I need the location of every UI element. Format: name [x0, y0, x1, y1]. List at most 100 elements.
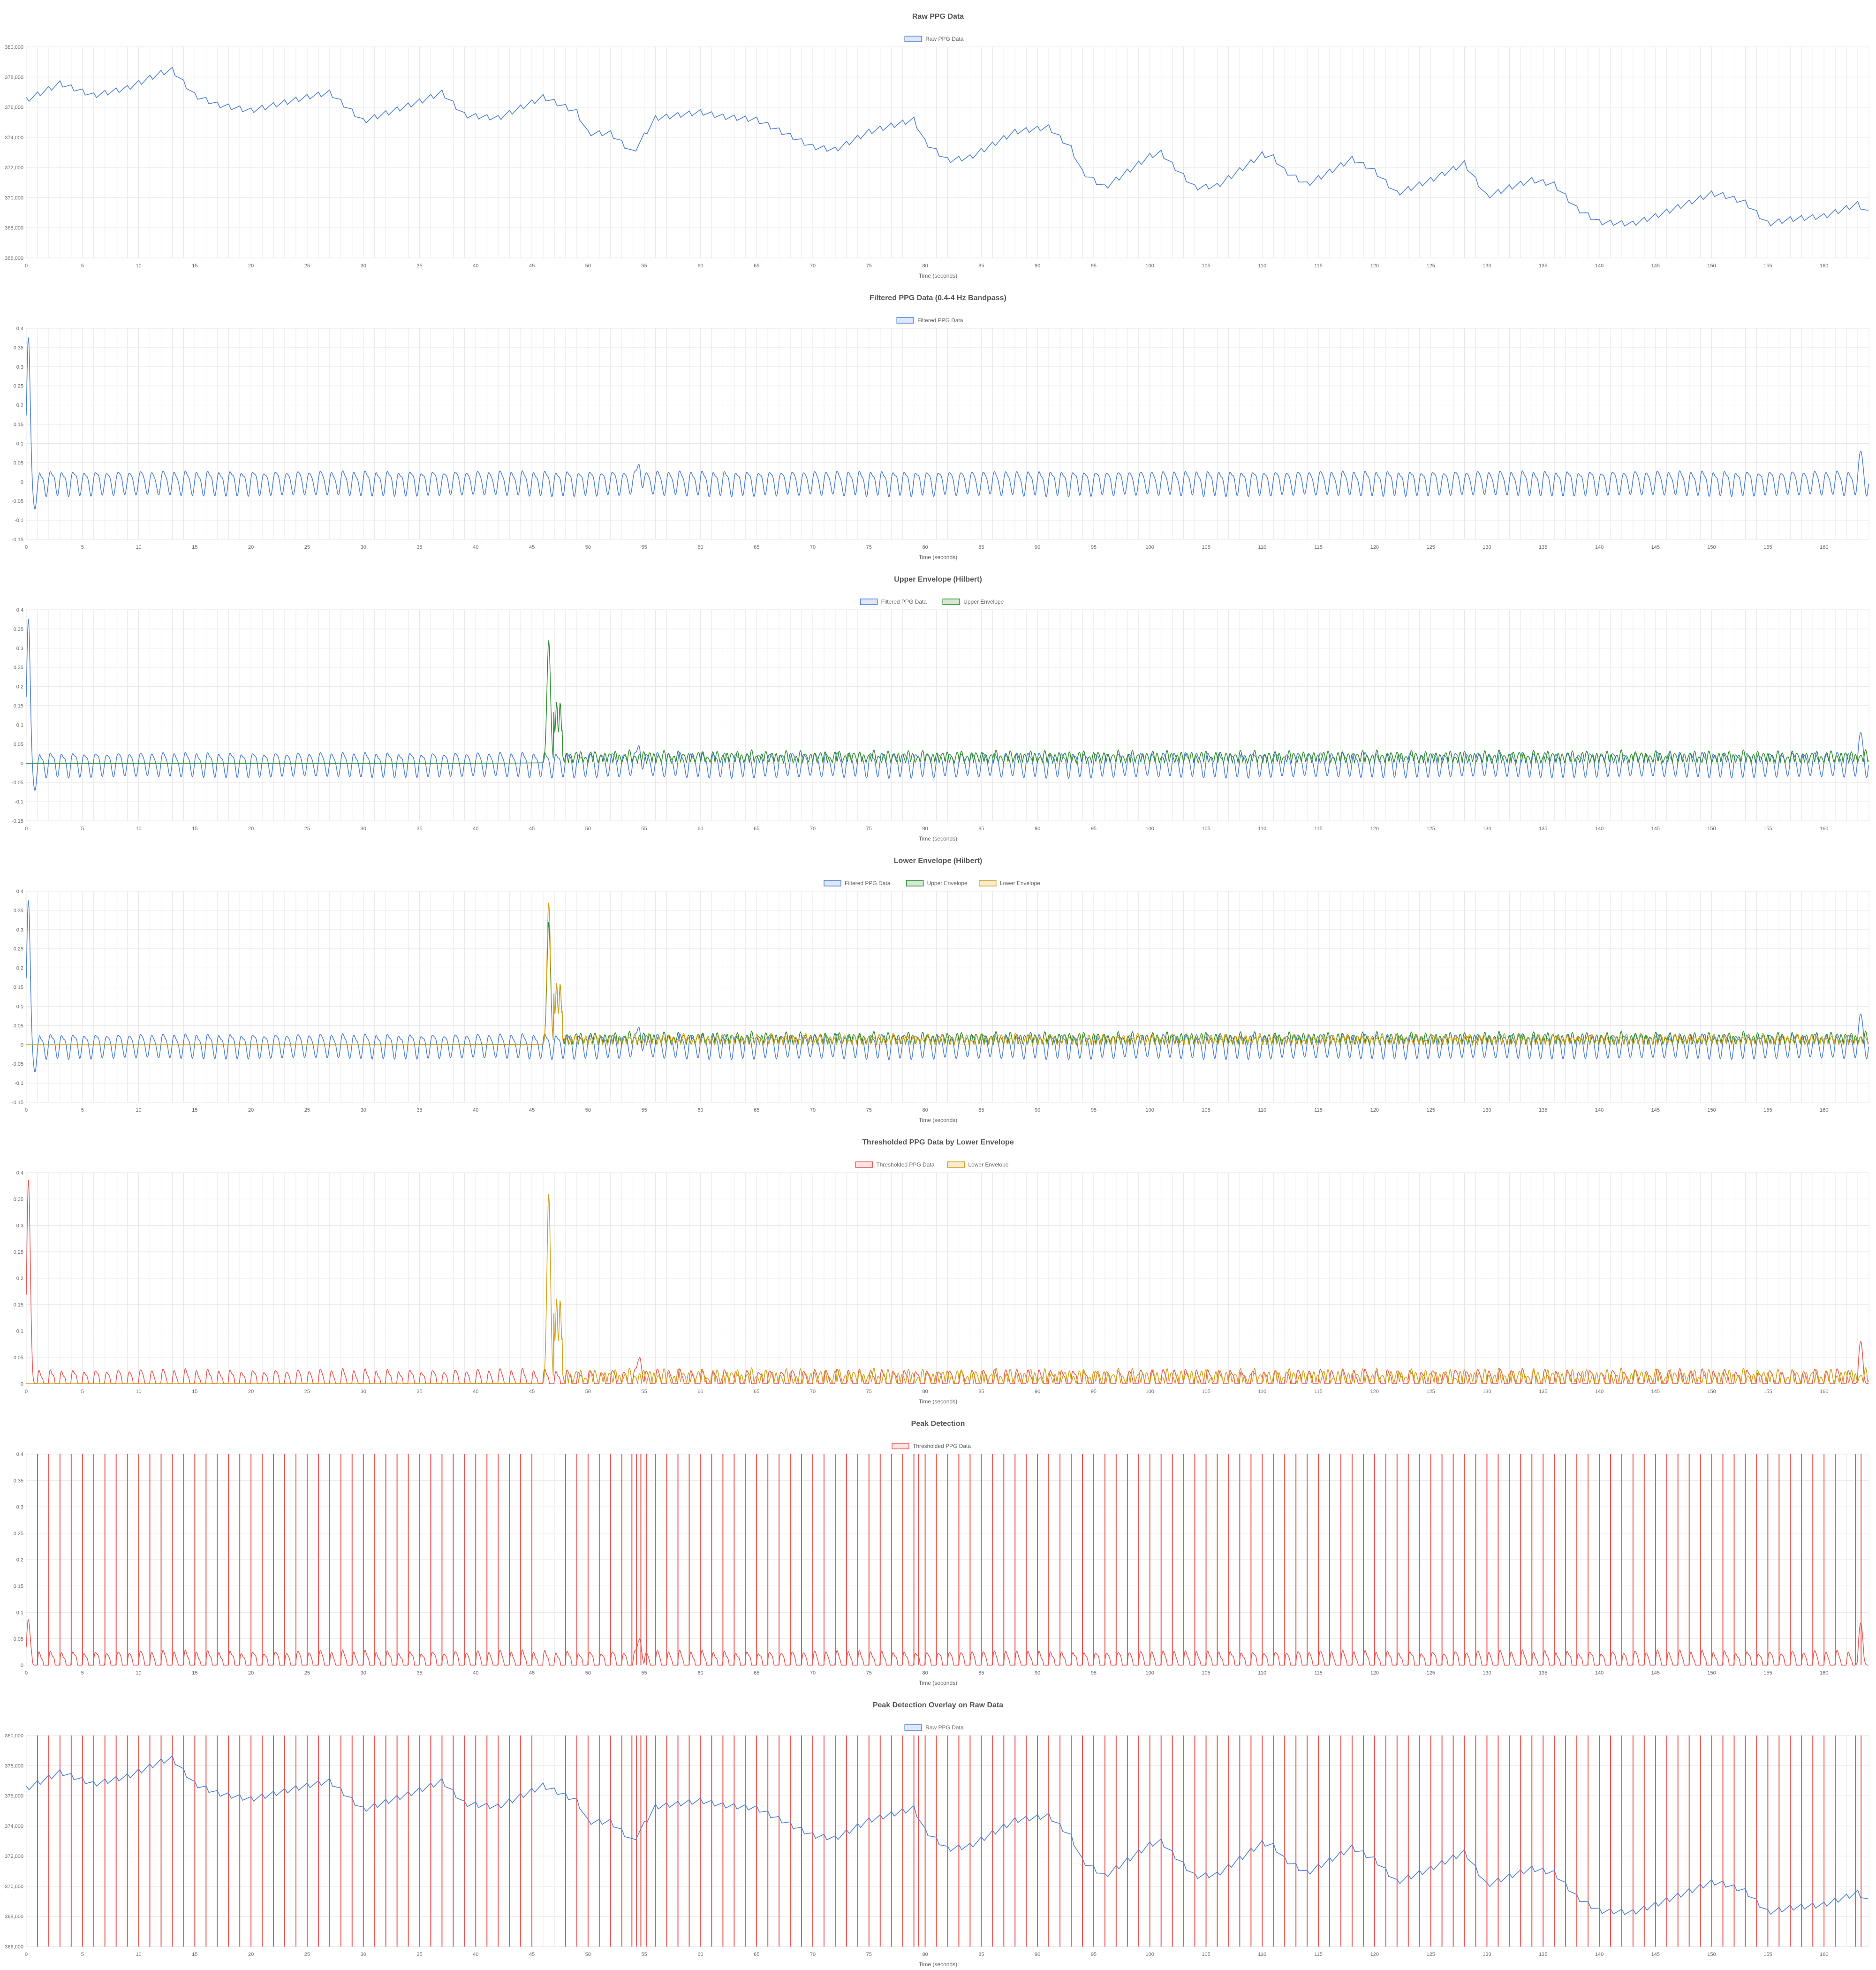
x-axis-label: Time (seconds): [919, 835, 957, 842]
x-tick-label: 110: [1258, 1670, 1267, 1676]
y-tick-label: 0.25: [14, 947, 23, 952]
y-tick-label: 0: [21, 1381, 23, 1387]
legend-item[interactable]: Lower Envelope: [947, 1161, 1009, 1168]
x-tick-label: 85: [978, 545, 984, 550]
y-tick-label: 0: [21, 479, 23, 485]
x-tick-label: 25: [304, 826, 310, 832]
x-tick-label: 55: [642, 1107, 647, 1113]
grid: [26, 1172, 1869, 1384]
y-tick-label: 0.35: [14, 1478, 23, 1484]
x-tick-label: 15: [192, 826, 197, 832]
chart-panel-4: Thresholded PPG Data by Lower Envelope Th…: [14, 1138, 1869, 1405]
x-tick-label: 75: [866, 1389, 872, 1394]
legend-item[interactable]: Thresholded PPG Data: [855, 1161, 935, 1168]
x-tick-label: 155: [1763, 1952, 1772, 1957]
x-tick-label: 115: [1314, 1107, 1323, 1113]
x-tick-label: 105: [1202, 826, 1210, 832]
y-tick-label: 372,000: [5, 1854, 23, 1859]
legend-label: Upper Envelope: [927, 880, 968, 886]
x-tick-label: 140: [1595, 263, 1604, 269]
chart-title: Lower Envelope (Hilbert): [894, 857, 982, 865]
x-tick-label: 115: [1314, 826, 1323, 832]
x-tick-label: 75: [866, 1952, 872, 1957]
legend-swatch: [979, 880, 997, 886]
legend-item[interactable]: Lower Envelope: [979, 880, 1040, 886]
legend-item[interactable]: Raw PPG Data: [904, 1724, 964, 1731]
y-tick-label: 0.3: [16, 1505, 23, 1510]
y-tick-label: 370,000: [5, 1884, 23, 1889]
x-tick-label: 110: [1258, 1952, 1267, 1957]
legend-item[interactable]: Upper Envelope: [906, 880, 968, 886]
x-tick-label: 160: [1820, 263, 1828, 269]
legend-item[interactable]: Thresholded PPG Data: [892, 1443, 971, 1449]
legend-item[interactable]: Upper Envelope: [942, 599, 1004, 605]
legend-swatch: [904, 1724, 922, 1731]
x-tick-label: 115: [1314, 1389, 1323, 1394]
x-axis-label: Time (seconds): [919, 1117, 957, 1123]
x-tick-label: 85: [978, 1389, 984, 1394]
y-tick-label: 376,000: [5, 1794, 23, 1799]
x-tick-label: 150: [1707, 1952, 1716, 1957]
x-tick-label: 105: [1202, 1107, 1210, 1113]
y-tick-label: 366,000: [5, 1944, 23, 1950]
legend-item[interactable]: Filtered PPG Data: [824, 880, 891, 886]
y-tick-label: 368,000: [5, 1914, 23, 1920]
y-tick-label: 0.2: [16, 684, 23, 690]
x-tick-label: 10: [136, 545, 141, 550]
x-tick-label: 95: [1091, 1952, 1097, 1957]
x-tick-label: 15: [192, 1952, 197, 1957]
y-tick-label: 0.35: [14, 1197, 23, 1202]
x-tick-label: 100: [1146, 1952, 1154, 1957]
x-tick-label: 50: [585, 1670, 591, 1676]
x-tick-label: 120: [1370, 1952, 1379, 1957]
x-tick-label: 5: [81, 1107, 84, 1113]
y-tick-label: 0.35: [14, 908, 23, 914]
x-tick-label: 55: [642, 1670, 647, 1676]
x-tick-label: 130: [1483, 1107, 1491, 1113]
x-tick-label: 80: [922, 1670, 928, 1676]
x-tick-label: 95: [1091, 826, 1097, 832]
x-tick-label: 85: [978, 1952, 984, 1957]
y-tick-label: 0: [21, 761, 23, 766]
x-tick-label: 80: [922, 1389, 928, 1394]
x-tick-label: 40: [473, 1389, 478, 1394]
x-tick-label: 5: [81, 826, 84, 832]
x-tick-label: 150: [1707, 1389, 1716, 1394]
x-tick-label: 135: [1539, 1389, 1547, 1394]
legend-item[interactable]: Filtered PPG Data: [860, 599, 927, 605]
y-tick-label: 376,000: [5, 105, 23, 111]
legend-item[interactable]: Filtered PPG Data: [896, 317, 963, 324]
x-tick-label: 130: [1483, 1389, 1491, 1394]
x-tick-label: 60: [697, 826, 703, 832]
x-tick-label: 90: [1035, 826, 1040, 832]
y-tick-label: 380,000: [5, 45, 23, 50]
y-tick-label: 374,000: [5, 135, 23, 141]
x-tick-label: 25: [304, 545, 310, 550]
x-tick-label: 65: [754, 1952, 759, 1957]
x-tick-label: 60: [697, 1952, 703, 1957]
x-tick-label: 100: [1146, 826, 1154, 832]
x-tick-label: 145: [1651, 263, 1660, 269]
y-tick-label: 0.15: [14, 422, 23, 428]
x-tick-label: 125: [1426, 1952, 1435, 1957]
x-tick-label: 5: [81, 1670, 84, 1676]
x-tick-label: 0: [25, 263, 28, 269]
x-tick-label: 90: [1035, 1107, 1040, 1113]
y-tick-label: 0.05: [14, 1637, 23, 1642]
x-tick-label: 70: [810, 1389, 816, 1394]
series-line: [26, 900, 1869, 1073]
x-tick-label: 10: [136, 826, 141, 832]
y-tick-label: 0.1: [16, 722, 23, 728]
x-tick-label: 0: [25, 1952, 28, 1957]
y-tick-label: 0.15: [14, 704, 23, 709]
x-tick-label: 60: [697, 1670, 703, 1676]
y-tick-label: 0.35: [14, 345, 23, 351]
legend-item[interactable]: Raw PPG Data: [904, 36, 964, 42]
x-tick-label: 35: [416, 1952, 422, 1957]
x-tick-label: 145: [1651, 1107, 1660, 1113]
x-tick-label: 35: [416, 1389, 422, 1394]
x-tick-label: 135: [1539, 545, 1547, 550]
x-tick-label: 45: [529, 263, 535, 269]
x-tick-label: 35: [416, 263, 422, 269]
y-tick-label: 0.4: [16, 607, 23, 613]
